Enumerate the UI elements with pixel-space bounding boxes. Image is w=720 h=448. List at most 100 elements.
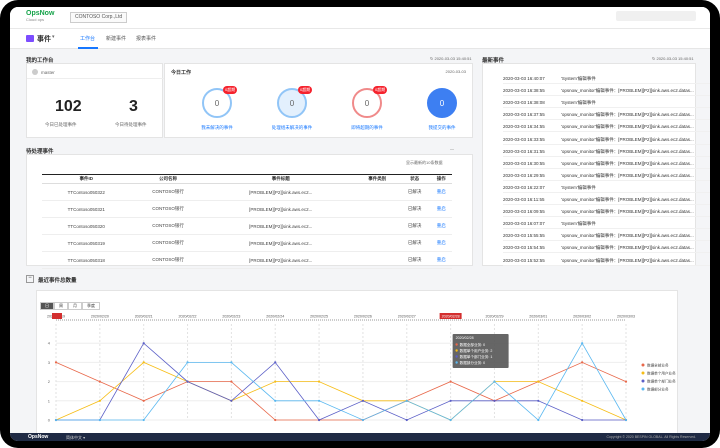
avatar [32, 69, 38, 75]
data-point [317, 399, 321, 402]
collapse-icon[interactable]: — [450, 146, 454, 151]
pending-title: 待处理事件 [26, 149, 54, 155]
data-point [142, 418, 145, 422]
event-text: 'opsnow_monitor'编辑事件：[PROBLEM][P2][sink.… [561, 257, 694, 263]
event-time: 2020-03-03 16:38:55 [503, 88, 545, 94]
today-work-title: 今日工作 [171, 70, 192, 76]
group-unresolved-link[interactable]: 处理组未解决的事件 [271, 125, 313, 130]
organization-selector[interactable]: CONTOSO Corp.,Ltd [70, 12, 128, 23]
event-list-item[interactable]: 2020-03-03 16:40:07 'System'编辑事件 [503, 74, 710, 84]
table-cell [355, 183, 399, 201]
language-selector[interactable]: 简体中文 ▾ [66, 435, 86, 440]
range-month-button[interactable]: 月 [68, 302, 82, 310]
near-overdue-link[interactable]: 即将超期的事件 [351, 125, 383, 130]
event-list-item[interactable]: 2020-03-03 16:37:55 'opsnow_monitor'编辑事件：… [503, 110, 710, 121]
data-point [537, 399, 540, 402]
restart-link[interactable]: 重启 [430, 234, 452, 252]
my-unresolved-link[interactable]: 我未解决的事件 [201, 125, 233, 130]
top-right-toolbar[interactable] [616, 11, 696, 21]
table-cell [355, 217, 399, 235]
event-time: 2020-03-03 16:30:55 [503, 160, 545, 166]
module-title[interactable]: 事件 [37, 36, 51, 43]
table-row[interactable]: TTContoso050318 CONTOSO银行 [PROBLEM][P2][si… [42, 251, 452, 269]
workbench-refresh[interactable]: ↻ 2020-03-03 15:40:51 [430, 56, 472, 61]
table-cell: 已解决 [398, 183, 431, 201]
footer-bar [10, 433, 710, 441]
event-list-item[interactable]: 2020-03-03 16:09:55 'opsnow_monitor'编辑事件：… [503, 207, 710, 218]
data-point [449, 418, 452, 422]
my-unresolved-circle[interactable]: 0 [202, 88, 232, 118]
table-row[interactable]: TTContoso050322 CONTOSO银行 [PROBLEM][P2][si… [42, 183, 452, 201]
tab-report-incident[interactable]: 报表事件 [136, 36, 157, 42]
collapse-toggle-icon[interactable]: − [26, 275, 34, 283]
data-point [537, 380, 540, 383]
event-list-item[interactable]: 2020-03-03 15:55:55 'opsnow_monitor'编辑事件：… [503, 231, 710, 242]
column-header: 事件类别 [355, 174, 399, 184]
table-row[interactable]: TTContoso050321 CONTOSO银行 [PROBLEM][P2][si… [42, 200, 452, 218]
event-list-item[interactable]: 2020-03-03 16:30:55 'opsnow_monitor'编辑事件：… [503, 159, 710, 169]
x-tick-label: 2020/02/27 [398, 315, 416, 319]
my-submitted-link[interactable]: 我提交的事件 [428, 125, 456, 130]
app-logo[interactable]: OpsNow Cloud ops [26, 10, 54, 23]
pending-count[interactable]: 3 [129, 98, 138, 115]
series-line [55, 361, 627, 421]
show-latest-label[interactable]: 显示最新的10条数据 [406, 160, 443, 165]
data-point [317, 380, 321, 383]
data-point [537, 418, 540, 422]
event-list-item[interactable]: 2020-03-03 16:29:55 'opsnow_monitor'编辑事件：… [503, 171, 710, 181]
range-quarter-button[interactable]: 季度 [82, 302, 100, 310]
event-list-item[interactable]: 2020-03-03 15:52:55 'opsnow_monitor'编辑事件：… [503, 256, 710, 266]
event-list-item[interactable]: 2020-03-03 16:22:07 'System'编辑事件 [503, 183, 710, 193]
table-cell [355, 234, 399, 252]
restart-link[interactable]: 重启 [430, 183, 452, 201]
event-list-item[interactable]: 2020-03-03 16:11:55 'opsnow_monitor'编辑事件：… [503, 195, 710, 205]
event-time: 2020-03-03 16:37:55 [503, 112, 545, 118]
data-point [274, 399, 277, 402]
data-point [581, 399, 584, 402]
table-cell: [PROBLEM][P2][sink.aws.ec2... [205, 234, 356, 252]
event-list-item[interactable]: 2020-03-03 15:54:55 'opsnow_monitor'编辑事件：… [503, 243, 710, 254]
data-point [449, 399, 452, 402]
data-point [274, 361, 277, 364]
event-list-item[interactable]: 2020-03-03 16:38:55 'opsnow_monitor'编辑事件：… [503, 86, 710, 97]
module-bar: 事件 ▾ 工作台 新建事件 报表事件 [10, 29, 710, 49]
data-point [361, 418, 365, 422]
event-list-item[interactable]: 2020-03-03 16:34:55 'opsnow_monitor'编辑事件：… [503, 122, 710, 133]
processed-count[interactable]: 102 [55, 98, 82, 115]
tab-workbench[interactable]: 工作台 [80, 36, 96, 42]
username: master [41, 70, 55, 75]
data-point [98, 418, 101, 422]
chevron-down-icon[interactable]: ▾ [52, 34, 55, 40]
table-cell: TTContoso050318 [42, 251, 131, 269]
tab-new-incident[interactable]: 新建事件 [106, 36, 127, 42]
event-list-item[interactable]: 2020-03-03 16:33:55 'opsnow_monitor'编辑事件：… [503, 135, 710, 145]
logo-subtext: Cloud ops [26, 17, 45, 22]
column-header: 状态 [398, 174, 431, 184]
my-submitted-circle[interactable]: 0 [427, 88, 457, 118]
data-point [624, 380, 628, 383]
table-body: TTContoso050322 CONTOSO银行 [PROBLEM][P2][si… [42, 183, 452, 269]
overdue-badge: 0超期 [223, 86, 238, 94]
table-row[interactable]: TTContoso050320 CONTOSO银行 [PROBLEM][P2][si… [42, 217, 452, 235]
table-cell: TTContoso050320 [42, 217, 131, 235]
y-tick-label: 3 [48, 360, 51, 365]
restart-link[interactable]: 重启 [430, 217, 452, 235]
data-point [186, 380, 189, 383]
range-week-button[interactable]: 周 [54, 302, 68, 310]
event-list-item[interactable]: 2020-03-03 16:07:07 'System'编辑事件 [503, 219, 710, 230]
range-day-button[interactable]: 日 [40, 302, 54, 310]
data-point [142, 342, 145, 345]
y-tick-label: 4 [48, 341, 51, 346]
latest-refresh[interactable]: ↻ 2020-03-03 15:40:51 [652, 56, 694, 61]
column-header: 公司名称 [130, 174, 206, 184]
recent-events-line-chart[interactable]: 012342020/02/192020/02/202020/02/212020/… [36, 310, 678, 433]
table-row[interactable]: TTContoso050319 CONTOSO银行 [PROBLEM][P2][si… [42, 234, 452, 252]
restart-link[interactable]: 重启 [430, 251, 452, 269]
event-list-item[interactable]: 2020-03-03 16:38:08 'System'编辑事件 [503, 98, 710, 109]
event-list-item[interactable]: 2020-03-03 16:31:55 'opsnow_monitor'编辑事件：… [503, 147, 710, 157]
near-overdue-circle[interactable]: 0 [352, 88, 382, 118]
restart-link[interactable]: 重启 [430, 200, 452, 218]
legend-label: 数据全部业务 [647, 363, 669, 368]
event-text: 'opsnow_monitor'编辑事件：[PROBLEM][P2][sink.… [561, 136, 694, 142]
event-text: 'opsnow_monitor'编辑事件：[PROBLEM][P2][sink.… [561, 160, 694, 166]
